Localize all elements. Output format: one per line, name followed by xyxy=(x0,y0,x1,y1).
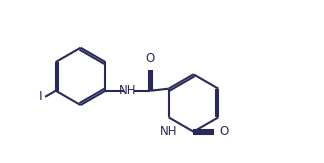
Text: O: O xyxy=(146,52,155,65)
Text: O: O xyxy=(219,125,228,138)
Text: I: I xyxy=(39,90,42,103)
Text: NH: NH xyxy=(160,125,178,138)
Text: NH: NH xyxy=(119,84,137,97)
